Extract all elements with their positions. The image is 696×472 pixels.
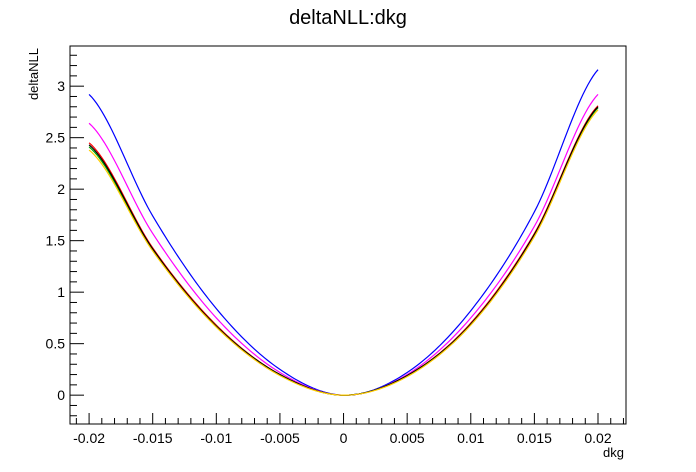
- x-axis-ticks: -0.02 -0.015 -0.01 -0.005 0 0.005 0.01 0.015 0.0…: [73, 413, 624, 446]
- y-tick-label: 1.5: [46, 233, 66, 249]
- series-line-1: [88, 94, 599, 396]
- y-tick-label: 3: [57, 78, 65, 94]
- y-axis-label: deltaNLL: [26, 48, 41, 100]
- x-tick-label: -0.005: [260, 430, 300, 446]
- chart-title: deltaNLL:dkg: [289, 7, 407, 29]
- series-line-0: [88, 69, 599, 396]
- y-tick-label: 1: [57, 284, 65, 300]
- y-axis-ticks: 0 0.5 1 1.5 2 2.5 3: [46, 54, 84, 417]
- series-line-5: [88, 109, 599, 396]
- x-tick-label: -0.01: [200, 430, 232, 446]
- y-tick-label: 2.5: [46, 130, 66, 146]
- x-axis-label: dkg: [603, 445, 624, 460]
- x-tick-label: 0: [340, 430, 348, 446]
- x-tick-label: 0.015: [517, 430, 552, 446]
- x-tick-label: 0.02: [584, 430, 611, 446]
- y-tick-label: 0: [57, 387, 65, 403]
- x-tick-label: -0.02: [73, 430, 105, 446]
- y-tick-label: 0.5: [46, 336, 66, 352]
- x-tick-label: 0.005: [390, 430, 425, 446]
- x-tick-label: -0.015: [133, 430, 173, 446]
- plot-frame: [69, 45, 627, 425]
- y-tick-label: 2: [57, 181, 65, 197]
- x-tick-label: 0.01: [457, 430, 484, 446]
- series-line-4: [88, 106, 599, 396]
- series-line-2: [88, 105, 599, 396]
- series-group: [88, 69, 599, 396]
